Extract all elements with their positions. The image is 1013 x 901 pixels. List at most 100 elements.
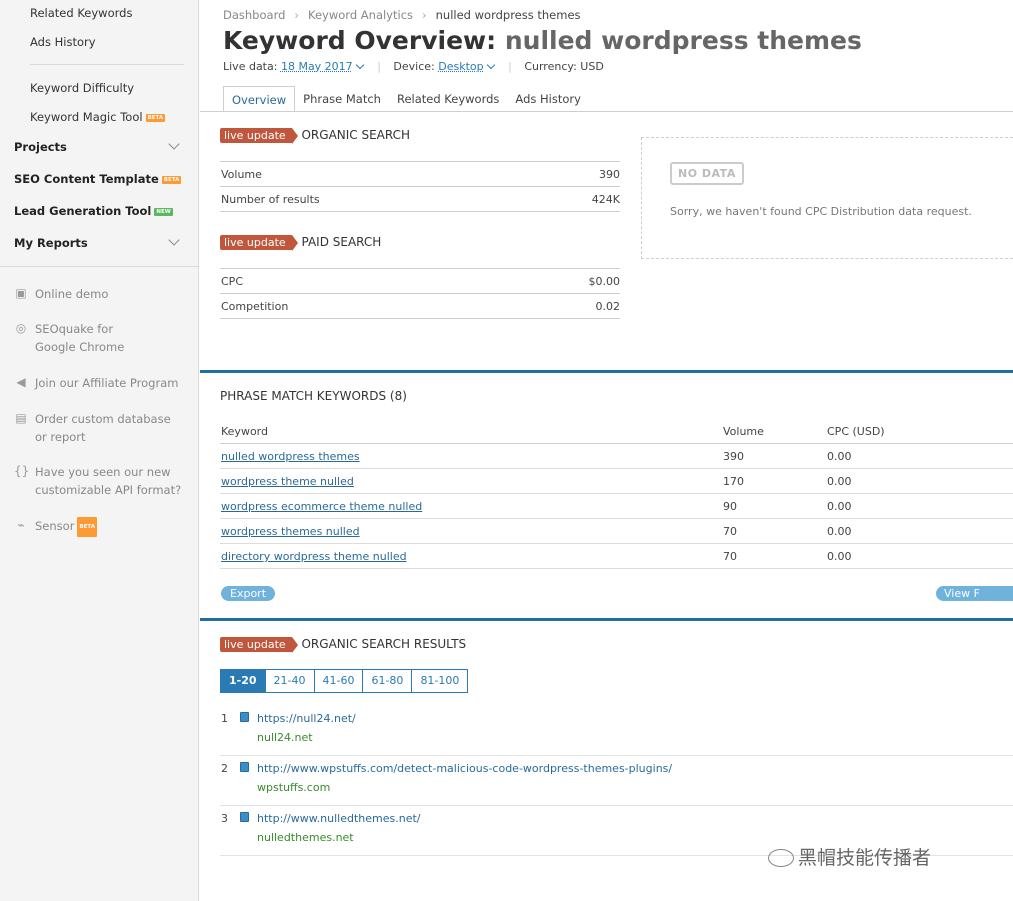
- result-domain[interactable]: null24.net: [257, 731, 313, 744]
- phrase-match-table: Keyword Volume CPC (USD) nulled wordpres…: [220, 419, 1013, 569]
- table-row: Volume 390: [220, 162, 620, 187]
- keyword-link[interactable]: wordpress themes nulled: [221, 525, 360, 538]
- result-rank: 3: [221, 812, 228, 825]
- sidebar-link-affiliate[interactable]: Join our Affiliate Program: [35, 374, 185, 392]
- breadcrumb-dashboard[interactable]: Dashboard: [223, 8, 286, 22]
- device-selector[interactable]: Desktop: [438, 60, 484, 73]
- export-button[interactable]: Export: [221, 586, 276, 601]
- tab-bar: Overview Phrase Match Related Keywords A…: [223, 86, 589, 112]
- live-update-badge: live update: [220, 235, 298, 251]
- tab-overview[interactable]: Overview: [223, 86, 296, 112]
- tab-related-keywords[interactable]: Related Keywords: [396, 92, 500, 106]
- page-button-21-40[interactable]: 21-40: [264, 670, 314, 692]
- sidebar-divider: [0, 266, 199, 267]
- device-label: Device:: [393, 60, 435, 73]
- cpc-cell: 0.00: [827, 550, 852, 563]
- sidebar-link-online-demo[interactable]: Online demo: [35, 285, 185, 303]
- external-page-icon[interactable]: [240, 762, 249, 772]
- paid-search-heading: live update PAID SEARCH: [220, 235, 381, 251]
- sidebar-link-api-format[interactable]: Have you seen our new customizable API f…: [35, 463, 185, 499]
- column-header-cpc[interactable]: CPC (USD): [827, 425, 885, 438]
- live-update-badge: live update: [220, 637, 298, 653]
- tab-phrase-match[interactable]: Phrase Match: [303, 92, 381, 106]
- result-domain[interactable]: nulledthemes.net: [257, 831, 354, 844]
- metric-value: 424K: [591, 193, 620, 206]
- result-url[interactable]: http://www.wpstuffs.com/detect-malicious…: [257, 762, 673, 775]
- sidebar-link-label: Online demo: [35, 287, 109, 301]
- metric-label: Number of results: [221, 193, 320, 206]
- keyword-link[interactable]: wordpress theme nulled: [221, 475, 354, 488]
- organic-results-heading: live update ORGANIC SEARCH RESULTS: [220, 637, 466, 653]
- metric-value: $0.00: [588, 275, 621, 288]
- metric-label: CPC: [221, 275, 243, 288]
- sidebar-link-label: Have you seen our new customizable API f…: [35, 465, 182, 497]
- external-page-icon[interactable]: [240, 712, 249, 722]
- result-url[interactable]: http://www.nulledthemes.net/: [257, 812, 421, 825]
- metric-value: 390: [599, 168, 620, 181]
- chevron-down-icon[interactable]: [355, 60, 364, 70]
- metric-label: Competition: [221, 300, 289, 313]
- page-button-41-60[interactable]: 41-60: [313, 670, 363, 692]
- sidebar-item-projects[interactable]: Projects: [14, 140, 67, 154]
- sidebar-item-label: Projects: [14, 140, 67, 154]
- chevron-right-icon: ›: [422, 8, 427, 22]
- beta-badge: BETA: [161, 176, 182, 184]
- sidebar-link-custom-database[interactable]: Order custom database or report: [35, 410, 185, 446]
- table-row: directory wordpress theme nulled 70 0.00: [220, 544, 1013, 569]
- volume-cell: 170: [723, 475, 744, 488]
- column-header-volume[interactable]: Volume: [723, 425, 764, 438]
- table-row: wordpress ecommerce theme nulled 90 0.00: [220, 494, 1013, 519]
- tab-ads-history[interactable]: Ads History: [515, 92, 581, 106]
- chevron-right-icon: ›: [294, 8, 300, 22]
- organic-search-table: Volume 390 Number of results 424K: [220, 161, 620, 212]
- organic-search-heading: live update ORGANIC SEARCH: [220, 128, 410, 144]
- sidebar-item-lead-generation-tool[interactable]: Lead Generation Tool NEW: [14, 204, 173, 218]
- page-button-1-20[interactable]: 1-20: [221, 670, 265, 692]
- external-page-icon[interactable]: [240, 812, 249, 822]
- document-icon: ▤: [15, 411, 27, 425]
- chevron-down-icon[interactable]: [486, 60, 495, 70]
- keyword-link[interactable]: nulled wordpress themes: [221, 450, 360, 463]
- column-header-keyword[interactable]: Keyword: [221, 425, 268, 438]
- no-data-icon: NO DATA: [670, 162, 744, 185]
- metric-label: Volume: [221, 168, 262, 181]
- sidebar-item-ads-history[interactable]: Ads History: [30, 35, 96, 49]
- sidebar-item-label: Lead Generation Tool: [14, 204, 152, 218]
- sidebar-item-label: SEO Content Template: [14, 172, 159, 186]
- breadcrumb-keyword-analytics[interactable]: Keyword Analytics: [308, 8, 414, 22]
- braces-icon: {}: [14, 464, 30, 478]
- sidebar-item-keyword-magic-tool[interactable]: Keyword Magic Tool BETA: [30, 110, 166, 124]
- sidebar-item-label: Keyword Difficulty: [30, 81, 135, 95]
- keyword-link[interactable]: wordpress ecommerce theme nulled: [221, 500, 423, 513]
- sidebar: Related Keywords Ads History Keyword Dif…: [0, 0, 199, 901]
- beta-badge: BETA: [145, 114, 166, 122]
- new-badge: NEW: [154, 208, 173, 216]
- cpc-cell: 0.00: [827, 525, 852, 538]
- sidebar-link-seoquake[interactable]: SEOquake for Google Chrome: [35, 320, 145, 356]
- page-button-61-80[interactable]: 61-80: [362, 670, 411, 692]
- chevron-down-icon[interactable]: [168, 234, 180, 246]
- chevron-down-icon[interactable]: [168, 138, 180, 150]
- sidebar-item-label: My Reports: [14, 236, 88, 250]
- section-divider: [200, 370, 1013, 373]
- sidebar-item-my-reports[interactable]: My Reports: [14, 236, 88, 250]
- result-domain[interactable]: wpstuffs.com: [257, 781, 331, 794]
- megaphone-icon: ◀: [16, 375, 26, 389]
- tab-divider: [200, 111, 1013, 112]
- keyword-link[interactable]: directory wordpress theme nulled: [221, 550, 407, 563]
- page-button-81-100[interactable]: 81-100: [411, 670, 467, 692]
- phrase-match-heading: PHRASE MATCH KEYWORDS (8): [220, 389, 407, 403]
- date-selector[interactable]: 18 May 2017: [280, 60, 353, 73]
- table-row: wordpress themes nulled 70 0.00: [220, 519, 1013, 544]
- sidebar-item-seo-content-template[interactable]: SEO Content Template BETA: [14, 172, 182, 186]
- sidebar-item-label: Related Keywords: [30, 6, 133, 20]
- view-full-report-button[interactable]: View F: [936, 586, 1013, 601]
- table-row: wordpress theme nulled 170 0.00: [220, 469, 1013, 494]
- sidebar-item-related-keywords[interactable]: Related Keywords: [30, 6, 132, 20]
- wechat-icon: [768, 849, 794, 867]
- sidebar-item-keyword-difficulty[interactable]: Keyword Difficulty: [30, 81, 134, 95]
- sidebar-link-sensor[interactable]: Sensor BETA: [35, 517, 185, 537]
- result-url[interactable]: https://null24.net/: [257, 712, 356, 725]
- breadcrumb: Dashboard › Keyword Analytics › nulled wordp…: [223, 8, 581, 22]
- main-content: Dashboard › Keyword Analytics › nulled wordp…: [200, 0, 1013, 901]
